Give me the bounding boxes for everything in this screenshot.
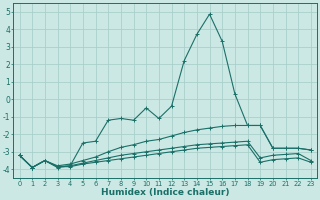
X-axis label: Humidex (Indice chaleur): Humidex (Indice chaleur)	[101, 188, 229, 197]
